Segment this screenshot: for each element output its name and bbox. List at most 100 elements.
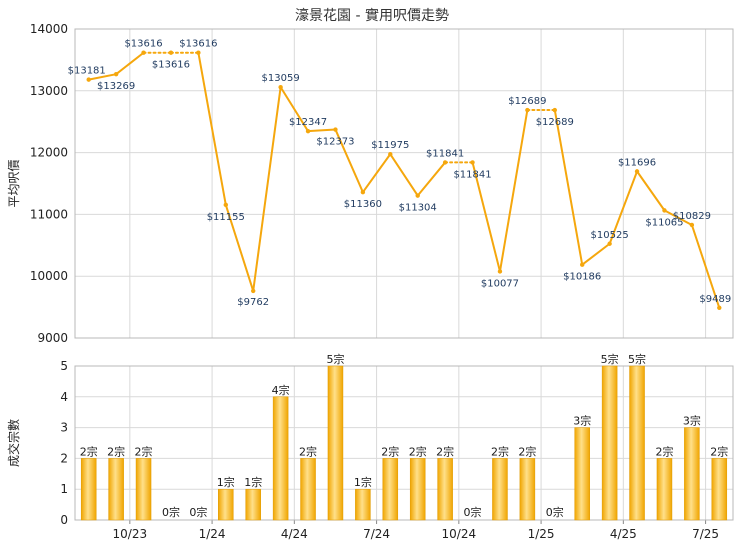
- price-line-segment: [361, 153, 392, 194]
- volume-bar: [80, 458, 97, 521]
- volume-y-tick-label: 1: [60, 482, 68, 496]
- price-y-tick-label: 11000: [30, 207, 68, 221]
- volume-data-label: 5宗: [326, 352, 344, 366]
- price-data-label: $12373: [316, 137, 354, 148]
- price-line-segment: [307, 128, 337, 133]
- price-line-segment: [334, 128, 364, 194]
- volume-bar: [711, 458, 728, 521]
- volume-data-label: 2宗: [80, 444, 98, 458]
- volume-bar: [218, 488, 234, 521]
- volume-bar: [574, 427, 590, 521]
- volume-data-label: 2宗: [409, 444, 427, 458]
- volume-data-label: 2宗: [107, 444, 125, 458]
- price-line-segment: [197, 51, 227, 206]
- price-point: [360, 189, 366, 195]
- price-point: [607, 241, 612, 246]
- price-line-segment: [416, 161, 447, 197]
- price-data-label: $9762: [237, 297, 269, 308]
- volume-bar: [656, 458, 673, 521]
- volume-y-tick-label: 2: [60, 451, 68, 465]
- volume-data-label: 0宗: [464, 505, 482, 519]
- price-line-segment: [87, 73, 118, 81]
- volume-bar: [519, 458, 536, 521]
- volume-bar: [601, 365, 618, 521]
- volume-bar: [437, 458, 453, 521]
- volume-y-axis-title: 成交宗數: [6, 419, 21, 467]
- volume-bar: [355, 488, 371, 521]
- price-panel: 14000 13000 12000 11000 10000 9000 平均呎價 $13181 $…: [7, 22, 734, 345]
- volume-plot-frame: [74, 365, 734, 521]
- price-data-label: $11065: [645, 217, 683, 228]
- price-line-segment: [252, 86, 282, 292]
- price-point: [113, 71, 119, 77]
- price-data-label: $13616: [124, 39, 162, 50]
- price-data-label: $13616: [179, 39, 217, 50]
- volume-data-label: 2宗: [655, 444, 673, 458]
- price-line-segment: [553, 109, 584, 266]
- price-point: [278, 84, 283, 90]
- price-data-label: $11696: [618, 157, 656, 168]
- price-line-segment: [581, 242, 611, 266]
- price-point: [662, 208, 667, 213]
- price-point: [305, 128, 311, 134]
- price-line-segment: [663, 209, 693, 226]
- x-tick-label: 10/24: [442, 527, 477, 541]
- price-line-segment: [608, 170, 639, 245]
- price-data-label: $11841: [453, 169, 491, 180]
- price-data-label: $11841: [426, 148, 464, 159]
- price-data-label: $10077: [481, 278, 519, 289]
- price-line-segment: [471, 161, 501, 273]
- price-point: [415, 193, 420, 198]
- volume-y-tick-label: 0: [60, 513, 68, 527]
- price-data-label: $12689: [536, 117, 574, 128]
- price-data-label: $12689: [508, 96, 546, 107]
- volume-bar: [629, 365, 645, 521]
- volume-bar: [684, 427, 700, 521]
- price-line-segment: [389, 153, 419, 197]
- price-data-label: $11360: [344, 199, 382, 210]
- price-data-label: $11975: [371, 140, 409, 151]
- volume-y-tick-label: 4: [60, 390, 68, 404]
- price-data-label: $13616: [152, 60, 190, 71]
- volume-data-label: 2宗: [491, 444, 509, 458]
- price-point: [196, 50, 201, 55]
- volume-data-label: 2宗: [710, 444, 728, 458]
- volume-bar: [327, 365, 344, 521]
- price-point: [497, 269, 503, 274]
- chart-title: 濠景花園 - 實用呎價走勢: [295, 7, 449, 24]
- price-point: [580, 262, 585, 267]
- price-line-segment: [224, 203, 255, 292]
- price-point: [86, 77, 91, 82]
- price-point: [634, 169, 640, 174]
- price-data-label: $10186: [563, 272, 601, 283]
- volume-data-label: 3宗: [683, 414, 701, 428]
- price-data-label: $9489: [699, 294, 731, 305]
- price-y-axis-title: 平均呎價: [7, 159, 21, 207]
- x-tick-label: 1/25: [528, 527, 555, 541]
- price-data-label: $13181: [68, 66, 106, 77]
- volume-panel: 5 4 3 2 1 0 10/23 1/24 4/24 7/24 10/24 1/25 4/25 7/25…: [6, 352, 734, 541]
- price-data-label: $13269: [97, 81, 135, 92]
- price-point: [251, 288, 256, 294]
- x-tick-label: 10/23: [113, 527, 148, 541]
- volume-bar: [300, 458, 316, 521]
- volume-data-label: 1宗: [354, 475, 372, 489]
- volume-data-label: 2宗: [299, 444, 317, 458]
- price-data-label: $11155: [207, 212, 245, 223]
- volume-bar: [135, 458, 152, 521]
- price-y-tick-label: 14000: [30, 22, 68, 36]
- price-data-label: $13059: [262, 73, 300, 84]
- volume-data-label: 2宗: [518, 444, 536, 458]
- x-tick-label: 7/24: [363, 527, 390, 541]
- price-line-segment: [690, 223, 721, 309]
- price-data-label: $11304: [399, 203, 437, 214]
- price-point: [168, 50, 174, 55]
- volume-data-label: 0宗: [162, 505, 180, 519]
- x-tick-label: 4/25: [610, 527, 637, 541]
- price-line-segment: [636, 170, 666, 212]
- volume-y-tick-label: 5: [60, 359, 68, 373]
- volume-data-label: 3宗: [573, 414, 591, 428]
- volume-data-label: 1宗: [244, 475, 262, 489]
- price-point: [689, 222, 695, 228]
